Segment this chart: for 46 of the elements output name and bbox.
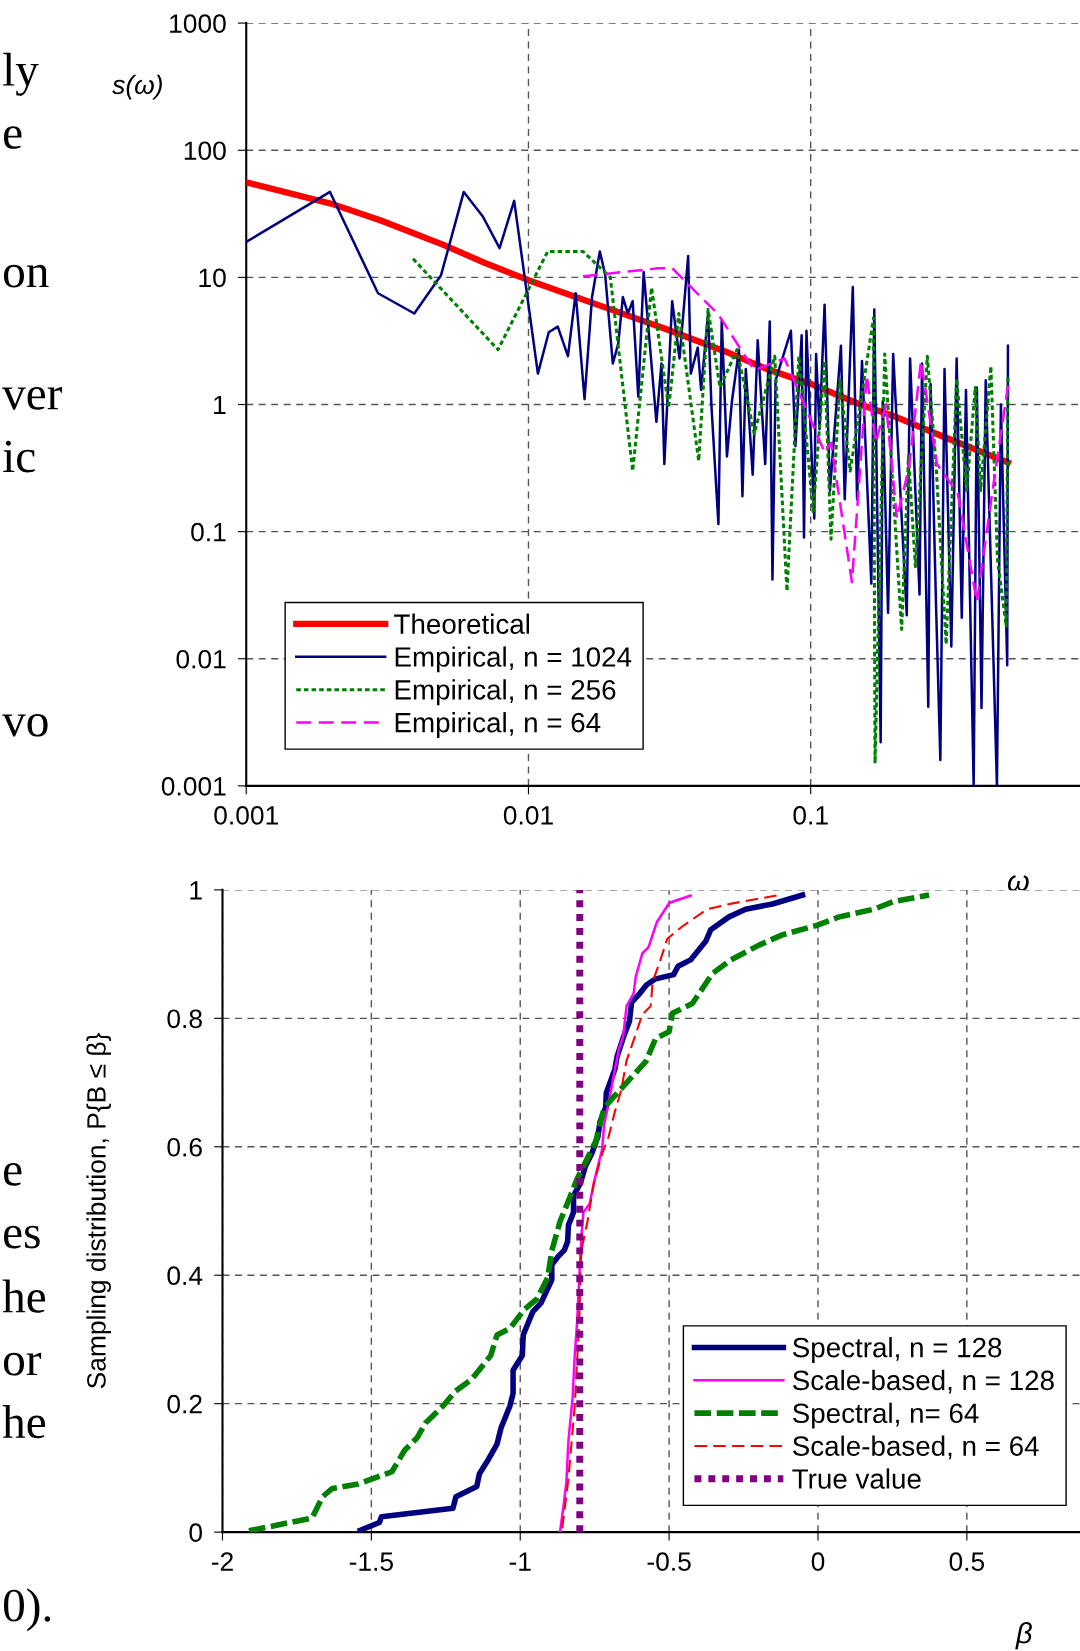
text: he — [2, 1405, 46, 1439]
text: ic — [3, 440, 35, 473]
x-tick-label: -0.5 — [647, 1552, 691, 1571]
text: e — [4, 1162, 22, 1186]
y-tick-label: 0.001 — [161, 777, 226, 796]
text: e — [4, 126, 22, 149]
legend-label: True value — [792, 1468, 921, 1489]
legend-label: Spectral, n = 128 — [792, 1337, 1002, 1363]
text: vo — [2, 713, 48, 737]
x-tick-label: -2 — [211, 1552, 233, 1571]
text: ver — [2, 386, 63, 410]
y-tick-label: 0.2 — [167, 1394, 202, 1414]
text: he — [2, 1279, 46, 1313]
x-tick-label: -1.5 — [349, 1552, 393, 1571]
x-axis-title: β — [1015, 1622, 1032, 1650]
legend-label: Scale-based, n = 128 — [792, 1369, 1054, 1394]
x-tick-label: 0.001 — [214, 806, 278, 825]
y-tick-label: 1000 — [170, 14, 226, 33]
y-tick-label: 10 — [199, 268, 226, 288]
y-axis-title: Sampling distribution, P{B ≤ β} — [86, 1033, 111, 1389]
y-tick-label: 100 — [184, 141, 226, 161]
legend-label: Scale-based, n = 64 — [792, 1435, 1039, 1460]
x-tick-label: 0.5 — [949, 1552, 985, 1571]
text: 0). — [3, 1588, 51, 1632]
y-tick-label: 0.01 — [176, 649, 226, 669]
y-tick-label: 0.1 — [191, 522, 226, 542]
x-tick-label: 0.01 — [503, 806, 553, 825]
text: or — [3, 1352, 42, 1376]
legend-label: Empirical, n = 256 — [395, 679, 616, 706]
y-tick-label: 0.8 — [167, 1009, 202, 1029]
legend-label: Empirical, n = 1024 — [395, 646, 632, 673]
legend-label: Empirical, n = 64 — [395, 712, 601, 738]
x-tick-label: 0 — [811, 1552, 825, 1571]
legend-label: Theoretical — [394, 613, 530, 634]
text: on — [3, 264, 49, 288]
x-tick-label: -1 — [509, 1552, 531, 1571]
x-tick-label: 0.1 — [793, 806, 828, 825]
legend-label: Spectral, n= 64 — [792, 1402, 979, 1429]
y-axis-title: s(ω) — [112, 74, 162, 100]
y-tick-label: 1 — [190, 881, 202, 900]
text: ly — [3, 52, 39, 96]
y-tick-label: 1 — [214, 395, 226, 415]
y-tick-label: 0.6 — [167, 1137, 202, 1157]
y-tick-label: 0.4 — [167, 1266, 203, 1286]
text: es — [4, 1225, 40, 1249]
y-tick-label: 0 — [189, 1523, 202, 1542]
